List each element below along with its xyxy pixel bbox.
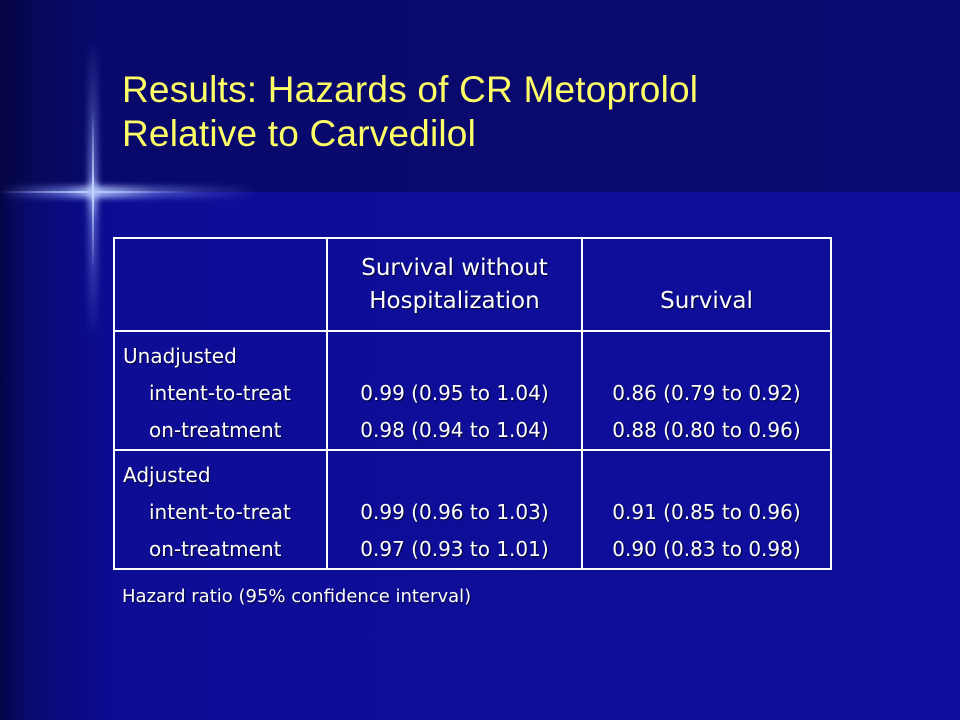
- cell-survival-without-hospitalization: 0.99 (0.96 to 1.03) 0.97 (0.93 to 1.01): [326, 449, 583, 570]
- slide-title-line-1: Results: Hazards of CR Metoprolol: [122, 69, 699, 110]
- header-cell-empty: [112, 237, 329, 332]
- slide-title-line-2: Relative to Carvedilol: [122, 113, 477, 154]
- row-label-cell: Adjusted intent-to-treat on-treatment: [112, 449, 329, 570]
- table-row-adjusted: Adjusted intent-to-treat on-treatment 0.…: [112, 449, 833, 570]
- header-col3-label: Survival: [660, 288, 753, 314]
- header-survival-without-hospitalization: Survival without Hospitalization: [326, 237, 583, 332]
- row-group-label: Adjusted: [123, 463, 211, 487]
- table-header-row: Survival without Hospitalization Surviva…: [112, 237, 833, 332]
- cell-survival-without-hospitalization: 0.99 (0.95 to 1.04) 0.98 (0.94 to 1.04): [326, 330, 583, 451]
- row-sub-label-on-treatment: on-treatment: [149, 418, 282, 442]
- value-itt: 0.91 (0.85 to 0.96): [612, 500, 801, 524]
- row-sub-label-itt: intent-to-treat: [149, 381, 291, 405]
- row-label-cell: Unadjusted intent-to-treat on-treatment: [112, 330, 329, 451]
- cell-survival: 0.91 (0.85 to 0.96) 0.90 (0.83 to 0.98): [580, 449, 833, 570]
- row-group-label: Unadjusted: [123, 344, 237, 368]
- cell-survival: 0.86 (0.79 to 0.92) 0.88 (0.80 to 0.96): [580, 330, 833, 451]
- results-table: Survival without Hospitalization Surviva…: [112, 237, 833, 570]
- row-sub-label-itt: intent-to-treat: [149, 500, 291, 524]
- value-on-treatment: 0.97 (0.93 to 1.01): [360, 537, 549, 561]
- table-footnote: Hazard ratio (95% confidence interval): [122, 586, 472, 607]
- value-itt: 0.99 (0.96 to 1.03): [360, 500, 549, 524]
- value-itt: 0.86 (0.79 to 0.92): [612, 381, 801, 405]
- header-col2-line-2: Hospitalization: [369, 288, 540, 314]
- header-survival: Survival: [580, 237, 833, 332]
- header-col2-line-1: Survival without: [361, 255, 548, 281]
- light-line-vertical: [92, 110, 94, 270]
- value-on-treatment: 0.90 (0.83 to 0.98): [612, 537, 801, 561]
- title-band: [0, 0, 960, 192]
- value-on-treatment: 0.98 (0.94 to 1.04): [360, 418, 549, 442]
- value-on-treatment: 0.88 (0.80 to 0.96): [612, 418, 801, 442]
- table-row-unadjusted: Unadjusted intent-to-treat on-treatment …: [112, 330, 833, 451]
- slide-title: Results: Hazards of CR Metoprolol Relati…: [122, 68, 922, 156]
- value-itt: 0.99 (0.95 to 1.04): [360, 381, 549, 405]
- row-sub-label-on-treatment: on-treatment: [149, 537, 282, 561]
